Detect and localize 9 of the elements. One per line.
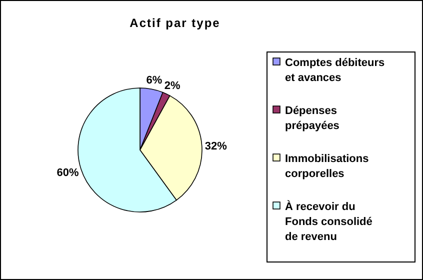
legend-label: Comptes débiteurs et avances — [285, 57, 385, 84]
data-label: 6% — [146, 74, 162, 86]
data-label: 32% — [204, 140, 228, 152]
legend-label: Immobilisations corporelles — [285, 153, 369, 180]
data-label: 60% — [56, 167, 79, 180]
data-label: 2% — [164, 80, 181, 92]
legend-label: Dépenses prépayées — [285, 105, 340, 132]
legend-label: À recevoir du Fonds consolidé de revenu — [285, 200, 372, 243]
chart-title: Actif par type — [130, 16, 220, 30]
